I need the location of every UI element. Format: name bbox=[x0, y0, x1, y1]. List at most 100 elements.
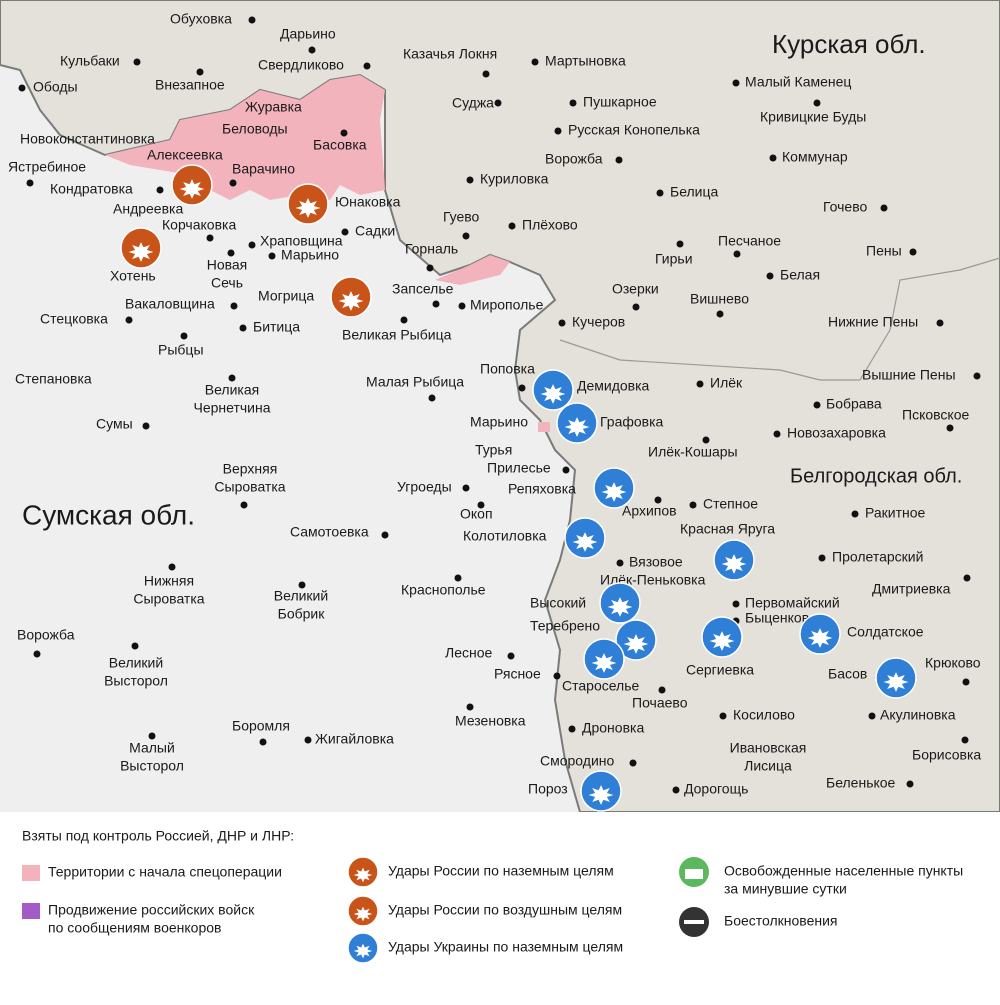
place-dot bbox=[616, 559, 624, 567]
ukrainian-strike-icon bbox=[615, 619, 657, 661]
place-dot bbox=[719, 712, 727, 720]
legend-icon bbox=[347, 895, 379, 927]
place-dot bbox=[936, 319, 944, 327]
place-label: Корчаковка bbox=[162, 217, 236, 233]
place-label: Илёк-Кошары bbox=[648, 444, 738, 460]
place-label: Мирополье bbox=[470, 297, 544, 313]
ukrainian-strike-icon bbox=[701, 616, 743, 658]
place-dot bbox=[26, 179, 34, 187]
controlled-territory bbox=[105, 75, 385, 200]
place-label: Казачья Локня bbox=[403, 46, 497, 62]
place-label: Малый Каменец bbox=[745, 74, 851, 90]
ukrainian-strike-icon bbox=[583, 638, 625, 680]
icon-burst bbox=[572, 532, 598, 552]
place-label: Варачино bbox=[232, 161, 295, 177]
legend-label: Освобожденные населенные пункты bbox=[724, 863, 963, 879]
place-dot bbox=[732, 600, 740, 608]
place-dot bbox=[615, 156, 623, 164]
place-label: Плёхово bbox=[522, 217, 578, 233]
place-label: Суджа bbox=[452, 95, 494, 111]
legend-area bbox=[0, 812, 1000, 1005]
place-dot bbox=[168, 563, 176, 571]
place-dot bbox=[229, 179, 237, 187]
place-dot bbox=[227, 249, 235, 257]
icon-burst bbox=[601, 482, 627, 502]
place-label: Алексеевка bbox=[147, 147, 223, 163]
legend-label: Боестолкновения bbox=[724, 913, 838, 929]
place-dot bbox=[562, 466, 570, 474]
place-dot bbox=[906, 780, 914, 788]
legend-label: Удары России по воздушным целям bbox=[388, 902, 622, 918]
place-label: Кондратовка bbox=[50, 181, 133, 197]
place-label: Сергиевка bbox=[686, 662, 754, 678]
place-label: Лисица bbox=[744, 758, 792, 774]
place-dot bbox=[462, 484, 470, 492]
place-label: Высокий bbox=[530, 595, 586, 611]
place-label: Графовка bbox=[600, 414, 664, 430]
place-dot bbox=[340, 129, 348, 137]
place-label: Смородино bbox=[540, 753, 615, 769]
place-label: Басовка bbox=[313, 137, 367, 153]
place-label: Илёк bbox=[710, 375, 743, 391]
place-label: Рясное bbox=[494, 666, 541, 682]
place-label: Храповщина bbox=[260, 233, 343, 249]
place-dot bbox=[268, 252, 276, 260]
place-label: Новоконстантиновка bbox=[20, 131, 155, 147]
place-label: Битица bbox=[253, 319, 300, 335]
place-dot bbox=[851, 510, 859, 518]
place-dot bbox=[454, 574, 462, 582]
place-dot bbox=[248, 16, 256, 24]
icon-burst bbox=[295, 198, 321, 218]
place-dot bbox=[518, 384, 526, 392]
place-label: Бобрава bbox=[826, 396, 882, 412]
place-dot bbox=[961, 736, 969, 744]
place-dot bbox=[125, 316, 133, 324]
place-label: Колотиловка bbox=[463, 528, 547, 544]
place-dot bbox=[716, 310, 724, 318]
place-label: Обуховка bbox=[170, 11, 232, 27]
place-label: Поповка bbox=[480, 361, 535, 377]
place-dot bbox=[428, 394, 436, 402]
icon-burst bbox=[883, 672, 909, 692]
place-label: Нижняя bbox=[144, 573, 194, 589]
place-dot bbox=[148, 732, 156, 740]
place-label: Турья bbox=[475, 442, 512, 458]
place-dot bbox=[298, 581, 306, 589]
place-label: Краснополье bbox=[401, 582, 486, 598]
ukrainian-strike-icon bbox=[532, 369, 574, 411]
place-label: Марьино bbox=[281, 247, 339, 263]
place-dot bbox=[341, 228, 349, 236]
place-label: Крюково bbox=[925, 655, 981, 671]
place-label: Сечь bbox=[211, 275, 243, 291]
place-dot bbox=[658, 686, 666, 694]
icon-burst bbox=[338, 291, 364, 311]
place-dot bbox=[482, 70, 490, 78]
place-label: Репяховка bbox=[508, 481, 576, 497]
place-dot bbox=[466, 703, 474, 711]
place-dot bbox=[477, 501, 485, 509]
place-label: Дроновка bbox=[582, 720, 644, 736]
place-label: Красная Яруга bbox=[680, 521, 775, 537]
place-dot bbox=[18, 84, 26, 92]
place-label: Озерки bbox=[612, 281, 659, 297]
russian-strike-icon bbox=[171, 164, 213, 206]
place-label: Ворожба bbox=[545, 151, 603, 167]
oblast-boundary bbox=[559, 257, 1000, 381]
place-label: Андреевка bbox=[113, 201, 183, 217]
legend-label: Продвижение российских войск bbox=[48, 902, 255, 918]
place-label: Акулиновка bbox=[880, 707, 956, 723]
place-label: Первомайский bbox=[745, 595, 840, 611]
legend-swatch bbox=[22, 865, 40, 881]
place-dot bbox=[308, 46, 316, 54]
ukrainian-strike-icon bbox=[713, 539, 755, 581]
place-label: Кучеров bbox=[572, 314, 625, 330]
place-label: Окоп bbox=[460, 506, 493, 522]
place-dot bbox=[239, 324, 247, 332]
place-label: Демидовка bbox=[577, 378, 650, 394]
place-label: Запселье bbox=[392, 281, 454, 297]
place-dot bbox=[813, 99, 821, 107]
place-label: Пушкарное bbox=[583, 94, 657, 110]
region-label: Курская обл. bbox=[772, 29, 926, 59]
place-dot bbox=[180, 332, 188, 340]
place-label: Великая bbox=[205, 382, 259, 398]
